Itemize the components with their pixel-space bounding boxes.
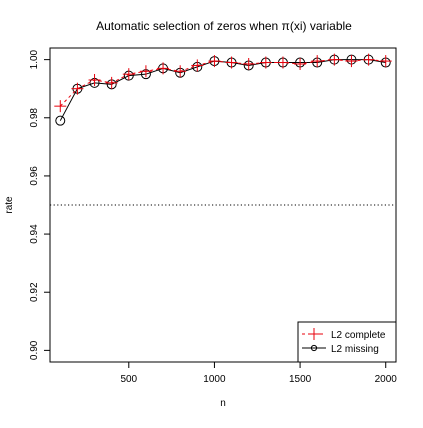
y-tick-label-0-98: 0.98 <box>29 108 40 128</box>
legend-entry-l2-complete: L2 complete <box>302 328 386 341</box>
y-axis-title: rate <box>4 196 15 214</box>
data-point-l2-complete-1400 <box>276 56 289 69</box>
legend-label-l2-missing: L2 missing <box>331 344 379 355</box>
data-point-l2-complete-1700 <box>328 53 341 66</box>
legend-marker-l2-complete <box>308 328 320 340</box>
data-point-l2-complete-300 <box>88 73 101 86</box>
y-tick-label-1-00: 1.00 <box>29 49 40 69</box>
data-point-l2-complete-1200 <box>242 57 255 70</box>
legend-entry-l2-missing: L2 missing <box>302 344 379 355</box>
data-point-l2-complete-900 <box>191 59 204 72</box>
x-tick-label-2000: 2000 <box>375 374 398 385</box>
series-line-l2-complete <box>59 59 386 107</box>
data-point-l2-complete-100 <box>54 100 67 113</box>
data-point-l2-complete-1100 <box>225 56 238 69</box>
y-tick-label-0-96: 0.96 <box>29 166 40 186</box>
x-tick-label-1500: 1500 <box>289 374 312 385</box>
data-point-l2-complete-1800 <box>345 55 358 68</box>
legend-marker-glyph-l2-complete <box>308 328 320 340</box>
data-point-l2-complete-800 <box>174 65 187 78</box>
data-point-l2-complete-1900 <box>362 53 375 66</box>
legend-marker-l2-missing <box>310 344 318 352</box>
series-layer <box>54 53 392 126</box>
data-point-l2-complete-700 <box>157 62 170 75</box>
data-point-l2-complete-1500 <box>294 57 307 70</box>
legend-label-l2-complete: L2 complete <box>331 330 386 341</box>
data-point-l2-complete-200 <box>71 82 84 95</box>
data-point-l2-complete-600 <box>139 65 152 78</box>
x-tick-label-1000: 1000 <box>203 374 226 385</box>
data-point-l2-complete-1300 <box>259 56 272 69</box>
y-tick-label-0-90: 0.90 <box>29 340 40 360</box>
x-axis: 500 1000 1500 2000 <box>120 362 397 385</box>
data-point-l2-complete-400 <box>105 76 118 89</box>
y-tick-label-0-92: 0.92 <box>29 282 40 302</box>
x-axis-title: n <box>220 398 226 409</box>
y-tick-label-0-94: 0.94 <box>29 224 40 244</box>
legend: L2 complete L2 missing <box>297 321 397 363</box>
data-point-l2-missing-100 <box>55 115 66 126</box>
chart-title: Automatic selection of zeros when π(xi) … <box>96 19 352 33</box>
data-point-l2-complete-2000 <box>379 55 392 68</box>
data-point-l2-complete-1000 <box>208 55 221 68</box>
data-point-l2-complete-500 <box>122 68 135 81</box>
y-axis: 0.90 0.92 0.94 0.96 0.98 1.00 <box>29 49 50 360</box>
data-point-l2-complete-1600 <box>311 55 324 68</box>
x-tick-label-500: 500 <box>120 374 137 385</box>
legend-box <box>297 321 397 363</box>
legend-marker-glyph-l2-missing <box>310 344 318 352</box>
